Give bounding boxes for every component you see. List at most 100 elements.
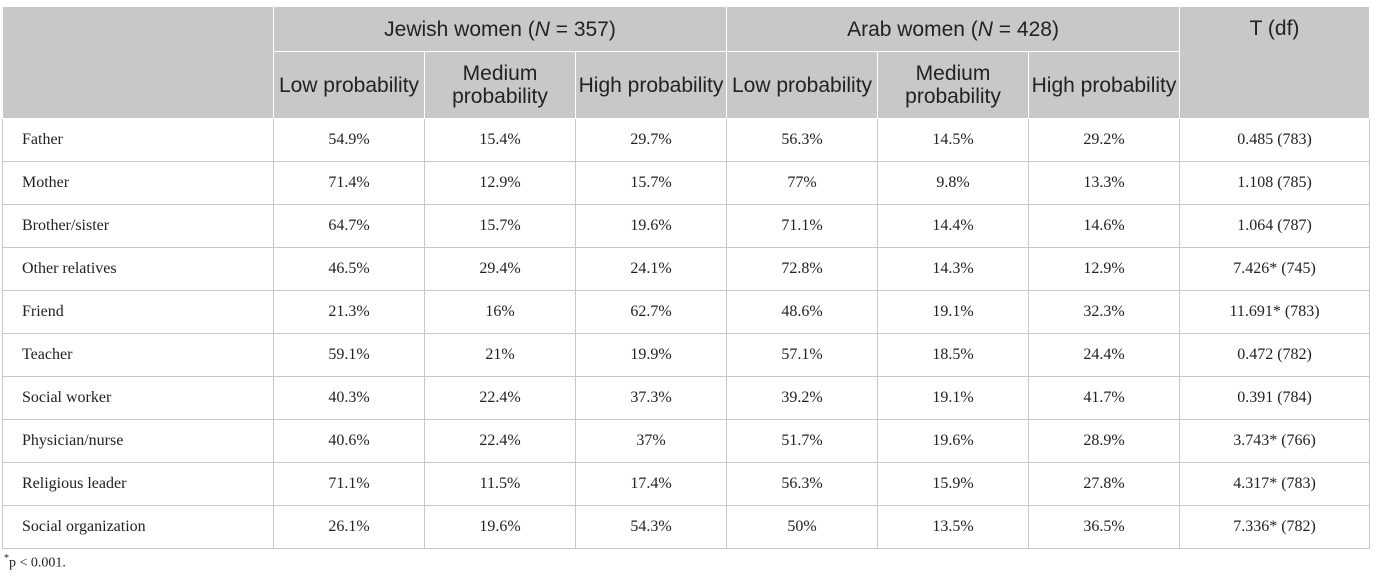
value-cell: 14.3% (877, 247, 1030, 291)
group-label-suffix: = 428) (992, 17, 1059, 41)
value-cell: 72.8% (726, 247, 879, 291)
value-cell: 29.4% (424, 247, 576, 291)
value-cell: 29.2% (1028, 118, 1181, 162)
value-cell: 59.1% (273, 333, 425, 377)
value-cell: 48.6% (726, 290, 879, 334)
table-body: Father 54.9% 15.4% 29.7% 56.3% 14.5% 29.2% 0.48… (2, 118, 1371, 549)
table-row: Friend 21.3% 16% 62.7% 48.6% 19.1% 32.3% 11.691… (2, 290, 1371, 334)
value-cell: 19.1% (877, 290, 1030, 334)
value-cell: 37.3% (574, 376, 728, 420)
table-row: Teacher 59.1% 21% 19.9% 57.1% 18.5% 24.4% 0.472… (2, 333, 1371, 377)
value-cell: 21.3% (273, 290, 425, 334)
value-cell: 64.7% (273, 204, 425, 248)
subheader-cell: Low probability (726, 51, 879, 119)
value-cell: 77% (726, 161, 879, 205)
value-cell: 19.9% (574, 333, 728, 377)
t-df-cell: 0.485 (783) (1179, 118, 1371, 162)
table-row: Social organization 26.1% 19.6% 54.3% 50% 13.… (2, 505, 1371, 549)
value-cell: 24.4% (1028, 333, 1181, 377)
value-cell: 21% (424, 333, 576, 377)
subheader-row: Low probability Medium probability High … (3, 51, 1370, 119)
t-df-cell: 7.336* (782) (1179, 505, 1371, 549)
value-cell: 14.6% (1028, 204, 1181, 248)
value-cell: 11.5% (424, 462, 576, 506)
value-cell: 26.1% (273, 505, 425, 549)
value-cell: 16% (424, 290, 576, 334)
t-df-cell: 11.691* (783) (1179, 290, 1371, 334)
row-label: Father (2, 118, 274, 162)
value-cell: 37% (574, 419, 728, 463)
t-df-cell: 0.391 (784) (1179, 376, 1371, 420)
value-cell: 71.1% (273, 462, 425, 506)
row-label: Social worker (2, 376, 274, 420)
value-cell: 32.3% (1028, 290, 1181, 334)
row-label: Social organization (2, 505, 274, 549)
value-cell: 22.4% (424, 376, 576, 420)
value-cell: 19.6% (574, 204, 728, 248)
value-cell: 29.7% (574, 118, 728, 162)
row-label: Mother (2, 161, 274, 205)
value-cell: 54.9% (273, 118, 425, 162)
footnote-marker: * (4, 553, 9, 564)
value-cell: 39.2% (726, 376, 879, 420)
table-row: Religious leader 71.1% 11.5% 17.4% 56.3% 15.9… (2, 462, 1371, 506)
value-cell: 46.5% (273, 247, 425, 291)
table-row: Father 54.9% 15.4% 29.7% 56.3% 14.5% 29.2% 0.48… (2, 118, 1371, 162)
t-df-cell: 3.743* (766) (1179, 419, 1371, 463)
value-cell: 56.3% (726, 118, 879, 162)
table-row: Mother 71.4% 12.9% 15.7% 77% 9.8% 13.3% 1.108 (… (2, 161, 1371, 205)
value-cell: 12.9% (1028, 247, 1181, 291)
results-table: Jewish women (N = 357) Arab women (N = 4… (2, 6, 1371, 549)
row-label: Religious leader (2, 462, 274, 506)
value-cell: 27.8% (1028, 462, 1181, 506)
t-df-header: T (df) (1179, 6, 1371, 119)
value-cell: 15.4% (424, 118, 576, 162)
group-header-row: Jewish women (N = 357) Arab women (N = 4… (2, 6, 1371, 119)
value-cell: 24.1% (574, 247, 728, 291)
value-cell: 15.9% (877, 462, 1030, 506)
table-header: Jewish women (N = 357) Arab women (N = 4… (2, 6, 1371, 119)
group-header-jewish: Jewish women (N = 357) (272, 6, 728, 52)
t-df-cell: 1.064 (787) (1179, 204, 1371, 248)
value-cell: 71.1% (726, 204, 879, 248)
n-symbol: N (977, 17, 993, 41)
row-label: Friend (2, 290, 274, 334)
subheader-cell: Medium probability (877, 51, 1030, 119)
t-df-cell: 7.426* (745) (1179, 247, 1371, 291)
value-cell: 13.3% (1028, 161, 1181, 205)
subheader-cell: Low probability (273, 51, 425, 119)
value-cell: 56.3% (726, 462, 879, 506)
value-cell: 51.7% (726, 419, 879, 463)
n-symbol: N (534, 17, 550, 41)
value-cell: 40.6% (273, 419, 425, 463)
value-cell: 15.7% (424, 204, 576, 248)
group-label-suffix: = 357) (549, 17, 616, 41)
value-cell: 54.3% (574, 505, 728, 549)
value-cell: 41.7% (1028, 376, 1181, 420)
group-label-prefix: Arab women ( (847, 17, 978, 41)
row-label: Other relatives (2, 247, 274, 291)
subheader-cell: High probability (574, 51, 728, 119)
value-cell: 28.9% (1028, 419, 1181, 463)
value-cell: 71.4% (273, 161, 425, 205)
value-cell: 40.3% (273, 376, 425, 420)
value-cell: 36.5% (1028, 505, 1181, 549)
value-cell: 13.5% (877, 505, 1030, 549)
corner-cell (2, 6, 274, 119)
group-label-prefix: Jewish women ( (384, 17, 535, 41)
value-cell: 19.6% (877, 419, 1030, 463)
value-cell: 62.7% (574, 290, 728, 334)
value-cell: 19.1% (877, 376, 1030, 420)
value-cell: 14.4% (877, 204, 1030, 248)
t-df-cell: 0.472 (782) (1179, 333, 1371, 377)
t-df-cell: 1.108 (785) (1179, 161, 1371, 205)
subheader-cell: High probability (1028, 51, 1181, 119)
value-cell: 9.8% (877, 161, 1030, 205)
value-cell: 57.1% (726, 333, 879, 377)
table-row: Physician/nurse 40.6% 22.4% 37% 51.7% 19.6% 28… (2, 419, 1371, 463)
t-df-cell: 4.317* (783) (1179, 462, 1371, 506)
table-row: Social worker 40.3% 22.4% 37.3% 39.2% 19.1% 41… (2, 376, 1371, 420)
subheader-cell: Medium probability (424, 51, 576, 119)
footnote-text: p < 0.001. (9, 555, 66, 571)
row-label: Physician/nurse (2, 419, 274, 463)
